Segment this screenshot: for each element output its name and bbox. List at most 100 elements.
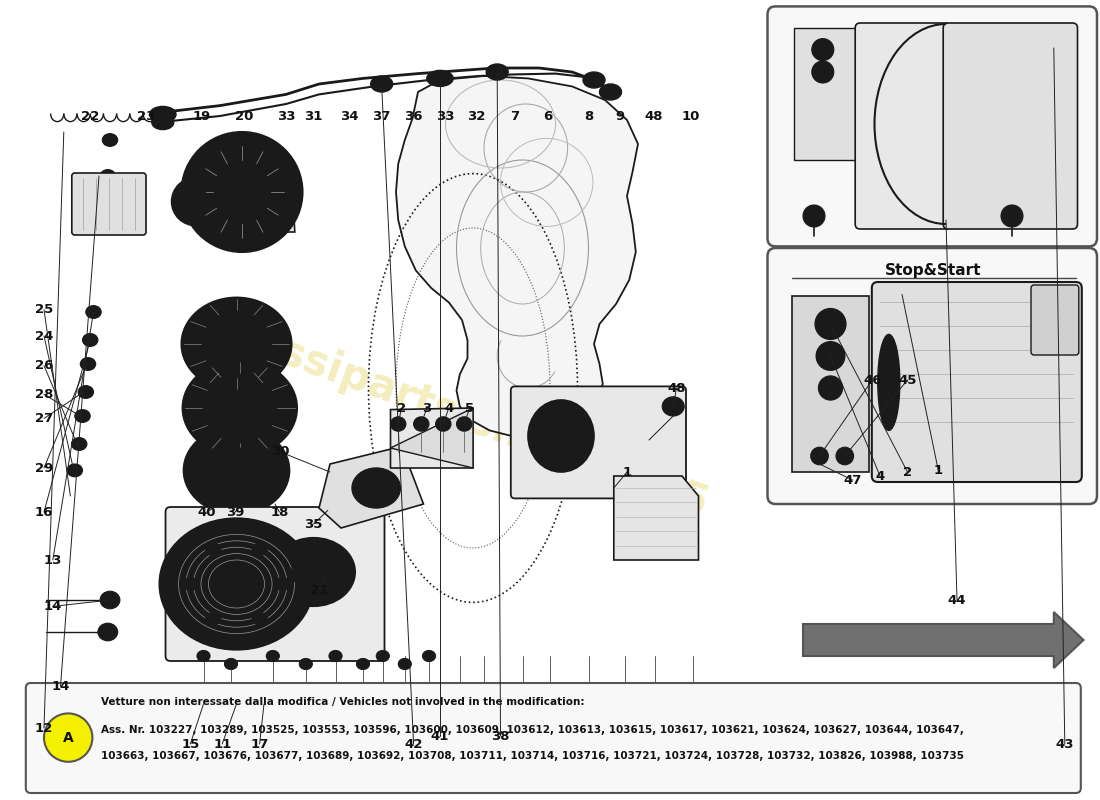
Text: 32: 32 [468,110,485,123]
Text: 21: 21 [310,584,328,597]
Ellipse shape [183,189,209,214]
Ellipse shape [182,298,292,390]
Polygon shape [803,612,1084,668]
FancyBboxPatch shape [855,23,952,229]
Ellipse shape [486,64,508,80]
Text: A: A [63,730,74,745]
Ellipse shape [299,658,312,670]
Text: 47: 47 [844,474,861,486]
Ellipse shape [352,468,400,508]
Ellipse shape [82,334,98,346]
Ellipse shape [100,591,120,609]
Text: 15: 15 [182,738,199,750]
Polygon shape [792,296,869,472]
Circle shape [836,447,854,465]
Ellipse shape [223,333,250,355]
Ellipse shape [600,84,621,100]
Ellipse shape [214,566,258,602]
Polygon shape [198,172,295,232]
Text: Vetture non interessate dalla modifica / Vehicles not involved in the modificati: Vetture non interessate dalla modifica /… [101,698,585,707]
FancyBboxPatch shape [510,386,686,498]
Ellipse shape [198,146,286,238]
Ellipse shape [436,417,451,431]
Text: 28: 28 [35,388,53,401]
Ellipse shape [152,115,174,130]
Ellipse shape [97,190,112,202]
Ellipse shape [183,360,297,456]
Ellipse shape [206,543,221,556]
Ellipse shape [224,658,238,670]
Ellipse shape [206,612,221,625]
Text: 25: 25 [35,303,53,316]
Text: 33: 33 [277,110,295,123]
Ellipse shape [427,70,453,86]
Text: 1: 1 [934,464,943,477]
Text: 48: 48 [668,382,685,394]
Circle shape [815,309,846,339]
Ellipse shape [878,334,900,430]
Text: 5: 5 [465,402,474,414]
Ellipse shape [272,538,355,606]
Circle shape [44,714,92,762]
Text: 1: 1 [623,466,631,478]
Circle shape [803,205,825,227]
Text: 34: 34 [341,110,359,123]
Text: 38: 38 [492,730,509,742]
Ellipse shape [102,134,118,146]
Text: 35: 35 [305,518,322,530]
Ellipse shape [183,578,198,590]
Text: 42: 42 [405,738,422,750]
Ellipse shape [398,658,411,670]
Text: 14: 14 [52,680,69,693]
Circle shape [818,376,843,400]
Text: 30: 30 [272,446,289,458]
Text: 48: 48 [645,110,662,123]
Text: 3: 3 [422,402,431,414]
Text: classiparts since 1985: classiparts since 1985 [210,307,714,525]
Circle shape [812,38,834,61]
Ellipse shape [252,612,267,625]
Text: 4: 4 [876,470,884,482]
Ellipse shape [414,417,429,431]
Ellipse shape [275,578,290,590]
Circle shape [816,342,845,370]
Polygon shape [614,476,698,560]
Ellipse shape [160,518,314,650]
Circle shape [1001,205,1023,227]
Ellipse shape [172,178,220,226]
Text: 2: 2 [903,466,912,478]
Text: 39: 39 [227,506,244,518]
Ellipse shape [528,400,594,472]
Ellipse shape [209,448,264,493]
Ellipse shape [544,418,578,454]
Ellipse shape [356,658,370,670]
Text: 18: 18 [271,506,288,518]
FancyBboxPatch shape [165,507,385,661]
Ellipse shape [226,462,248,479]
Text: 26: 26 [35,359,53,372]
Text: 46: 46 [864,374,881,386]
Polygon shape [396,76,638,436]
Ellipse shape [292,554,336,590]
Ellipse shape [75,410,90,422]
Text: 41: 41 [431,730,449,742]
FancyBboxPatch shape [72,173,146,235]
Text: Stop&Start: Stop&Start [884,263,981,278]
Text: 24: 24 [35,330,53,342]
Ellipse shape [98,623,118,641]
Text: 44: 44 [948,594,966,606]
Ellipse shape [184,426,289,514]
Text: 31: 31 [305,110,322,123]
Ellipse shape [72,438,87,450]
Ellipse shape [197,650,210,662]
Ellipse shape [329,650,342,662]
Text: 6: 6 [543,110,552,123]
Ellipse shape [583,72,605,88]
Text: 14: 14 [44,600,62,613]
Text: 103663, 103667, 103676, 103677, 103689, 103692, 103708, 103711, 103714, 103716, : 103663, 103667, 103676, 103677, 103689, … [101,751,965,761]
Ellipse shape [78,386,94,398]
Ellipse shape [365,479,387,497]
Ellipse shape [245,154,272,174]
Text: 36: 36 [405,110,422,123]
Text: 11: 11 [213,738,231,750]
